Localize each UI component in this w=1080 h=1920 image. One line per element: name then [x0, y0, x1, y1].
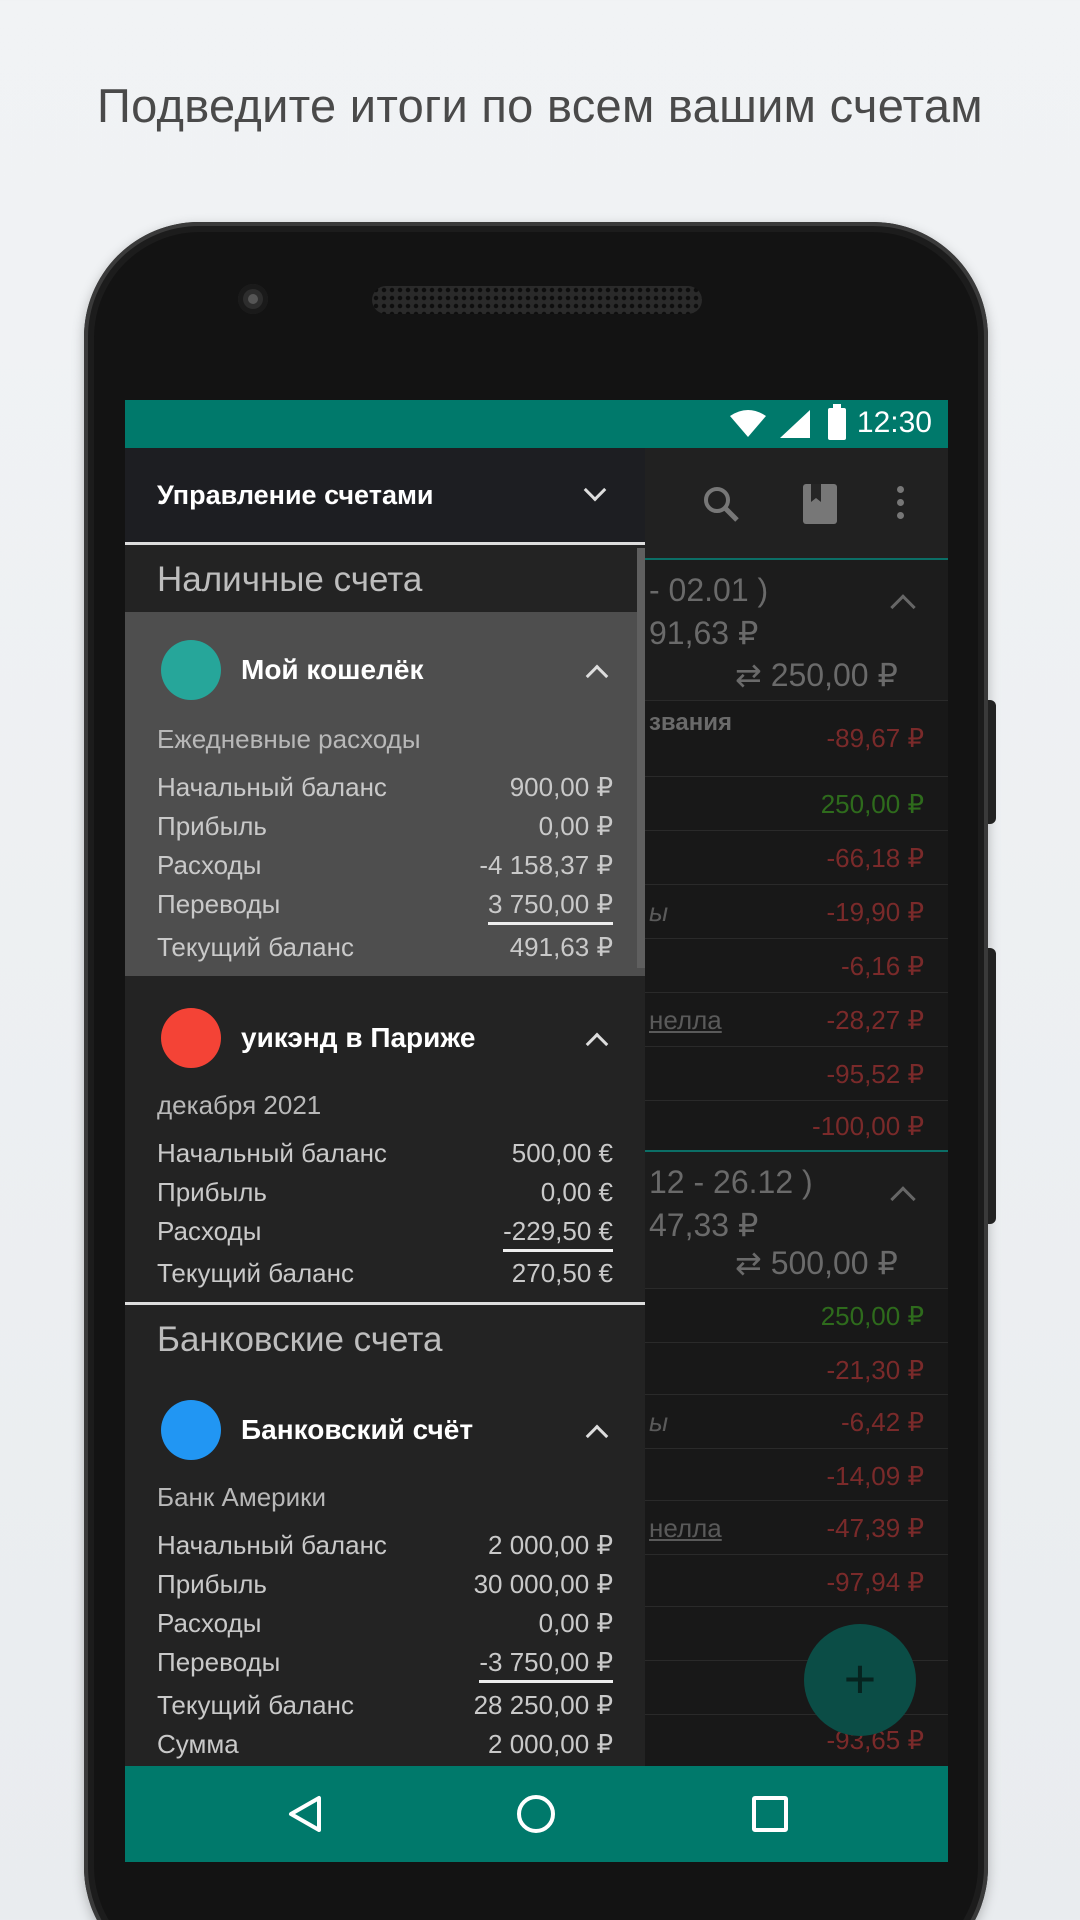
bg-row[interactable]: нелла -28,27 ₽: [645, 992, 948, 1046]
add-transaction-fab[interactable]: +: [804, 1624, 916, 1736]
drawer-title: Управление счетами: [157, 480, 434, 510]
signal-icon: [780, 410, 810, 438]
bg-row[interactable]: ы -19,90 ₽: [645, 884, 948, 938]
balance-line: Переводы -3 750,00 ₽: [157, 1647, 613, 1686]
chevron-up-icon[interactable]: [585, 1424, 609, 1448]
balance-line: Расходы -4 158,37 ₽: [157, 850, 613, 880]
bg-row[interactable]: -6,16 ₽: [645, 938, 948, 992]
account-card-paris[interactable]: уикэнд в Париже декабря 2021 Начальный б…: [125, 976, 645, 1288]
section-cash-accounts: Наличные счета: [157, 560, 423, 599]
sum-line: Сумма 2 000,00 ₽: [157, 1729, 613, 1759]
status-bar: 12:30: [125, 400, 948, 448]
power-button: [988, 948, 996, 1224]
balance-line: Прибыль 0,00 ₽: [157, 811, 613, 841]
earpiece-speaker: [372, 286, 702, 314]
bg-row[interactable]: -97,94 ₽: [645, 1554, 948, 1606]
wifi-icon: [730, 410, 766, 437]
chevron-down-icon[interactable]: [583, 478, 607, 502]
account-description: Ежедневные расходы: [157, 724, 421, 754]
balance-line: Начальный баланс 900,00 ₽: [157, 772, 613, 802]
account-card-wallet[interactable]: Мой кошелёк Ежедневные расходы Начальный…: [125, 612, 645, 976]
more-options-icon[interactable]: [897, 486, 905, 522]
bg-group-header-1[interactable]: - 02.01 ) 91,63 ₽ ⇄ 250,00 ₽: [645, 560, 948, 700]
battery-icon: [828, 404, 846, 440]
bg-row[interactable]: -66,18 ₽: [645, 830, 948, 884]
drawer-header[interactable]: Управление счетами: [125, 448, 645, 545]
section-bank-accounts: Банковские счета: [157, 1320, 443, 1359]
account-name: Банковский счёт: [241, 1414, 474, 1445]
bg-row[interactable]: звания -89,67 ₽: [645, 700, 948, 776]
account-color-dot: [161, 1008, 221, 1068]
bg-row[interactable]: -93,65 ₽: [645, 1714, 948, 1766]
bg-row[interactable]: -14,09 ₽: [645, 1448, 948, 1500]
search-icon[interactable]: [703, 486, 739, 522]
chevron-up-icon[interactable]: [585, 1032, 609, 1056]
account-description: декабря 2021: [157, 1090, 322, 1120]
account-card-bank[interactable]: Банковский счёт Банк Америки Начальный б…: [125, 1368, 645, 1766]
chevron-up-icon[interactable]: [585, 664, 609, 688]
account-name: уикэнд в Париже: [241, 1022, 476, 1053]
back-icon[interactable]: [285, 1794, 325, 1834]
bg-row[interactable]: [645, 1606, 948, 1660]
balance-line: Переводы 3 750,00 ₽: [157, 889, 613, 928]
balance-line: Прибыль 30 000,00 ₽: [157, 1569, 613, 1599]
bg-row[interactable]: -95,52 ₽: [645, 1046, 948, 1100]
bg-row[interactable]: -100,00 ₽: [645, 1100, 948, 1150]
bg-row[interactable]: [645, 1660, 948, 1714]
balance-line: Начальный баланс 2 000,00 ₽: [157, 1530, 613, 1560]
bg-row[interactable]: нелла -47,39 ₽: [645, 1500, 948, 1554]
home-icon[interactable]: [517, 1795, 555, 1833]
phone-screen: 12:30 - 02.01 ) 91,63 ₽ ⇄ 250,00 ₽ звани…: [125, 400, 948, 1862]
balance-line: Прибыль 0,00 €: [157, 1177, 613, 1207]
current-balance-line: Текущий баланс 270,50 €: [157, 1258, 613, 1288]
balance-line: Расходы -229,50 €: [157, 1216, 613, 1255]
drawer-scrollbar[interactable]: [637, 548, 645, 968]
current-balance-line: Текущий баланс 491,63 ₽: [157, 932, 613, 962]
bg-row[interactable]: 250,00 ₽: [645, 776, 948, 830]
balance-line: Начальный баланс 500,00 €: [157, 1138, 613, 1168]
bg-row[interactable]: ы -6,42 ₽: [645, 1394, 948, 1448]
bookmark-book-icon[interactable]: [803, 484, 837, 524]
system-navigation-bar: [125, 1766, 948, 1862]
bg-row[interactable]: 250,00 ₽: [645, 1288, 948, 1342]
bg-group-header-2[interactable]: 12 - 26.12 ) 47,33 ₽ ⇄ 500,00 ₽: [645, 1152, 948, 1288]
front-camera: [238, 284, 268, 314]
account-color-dot: [161, 1400, 221, 1460]
status-time: 12:30: [856, 406, 932, 439]
recent-apps-icon[interactable]: [752, 1796, 788, 1832]
promo-headline: Подведите итоги по всем вашим счетам: [97, 79, 983, 132]
current-balance-line: Текущий баланс 28 250,00 ₽: [157, 1690, 613, 1720]
volume-button: [988, 700, 996, 824]
section-divider: [125, 1302, 645, 1305]
account-description: Банк Америки: [157, 1482, 327, 1512]
balance-line: Расходы 0,00 ₽: [157, 1608, 613, 1638]
bg-row[interactable]: -21,30 ₽: [645, 1342, 948, 1394]
accounts-drawer: Управление счетами Наличные счета Мой ко…: [125, 448, 645, 1766]
account-color-dot: [161, 640, 221, 700]
account-name: Мой кошелёк: [241, 654, 424, 685]
